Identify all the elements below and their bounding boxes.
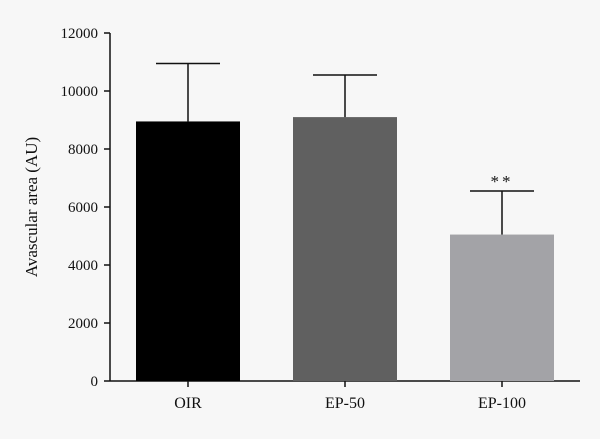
bar-oir xyxy=(136,121,240,381)
y-tick-label: 4000 xyxy=(68,258,98,274)
y-axis-label: Avascular area (AU) xyxy=(22,137,41,277)
labels: 0 2000 4000 6000 8000 10000 12000 OIR EP-50 EP-10… xyxy=(61,26,527,412)
bars xyxy=(136,62,554,381)
bar-ep-50 xyxy=(293,117,397,381)
x-tick-label: EP-50 xyxy=(325,395,365,412)
y-tick-label: 0 xyxy=(91,374,99,390)
y-tick-label: 12000 xyxy=(61,26,99,42)
y-tick-label: 6000 xyxy=(68,200,98,216)
y-tick-label: 2000 xyxy=(68,316,98,332)
y-tick-label: 8000 xyxy=(68,142,98,158)
bar-ep-100 xyxy=(450,234,554,381)
x-tick-label: EP-100 xyxy=(478,395,526,412)
x-tick-label: OIR xyxy=(174,395,202,412)
significance-marker: ** xyxy=(491,172,514,191)
y-tick-label: 10000 xyxy=(61,84,99,100)
